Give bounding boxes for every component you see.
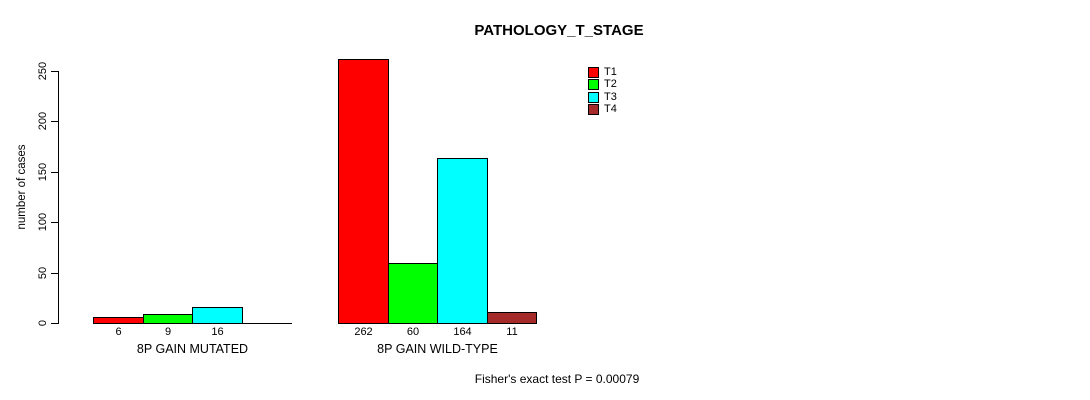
y-axis-tick (51, 172, 58, 173)
bar-T3 (192, 307, 243, 324)
legend-label: T3 (604, 90, 617, 103)
legend: T1 T2 T3 T4 (588, 66, 617, 116)
y-axis-tick (51, 273, 58, 274)
y-axis-tick (51, 121, 58, 122)
legend-item: T3 (588, 91, 617, 104)
bar-T2 (143, 314, 193, 324)
bar-value-label: 16 (211, 326, 224, 338)
y-axis-tick (51, 222, 58, 223)
bar-value-label: 11 (506, 326, 518, 338)
y-axis-tick-label: 150 (37, 162, 49, 182)
bar-T2 (388, 263, 438, 324)
y-axis-tick-label: 0 (37, 319, 49, 327)
bar-T3 (437, 158, 488, 324)
bar-value-label: 60 (406, 326, 420, 338)
y-axis-title: number of cases (16, 144, 28, 230)
y-axis-tick-label: 250 (37, 61, 49, 81)
x-category-label: 8P GAIN WILD-TYPE (377, 342, 498, 356)
x-category-label: 8P GAIN MUTATED (136, 342, 249, 356)
y-axis-line (58, 71, 59, 324)
bar-value-label: 6 (115, 326, 122, 338)
legend-label: T1 (604, 65, 617, 78)
bar-T4 (487, 312, 537, 324)
legend-label: T2 (604, 78, 617, 91)
stats-annotation: Fisher's exact test P = 0.00079 (474, 372, 640, 386)
legend-item: T4 (588, 104, 617, 117)
chart-title: PATHOLOGY_T_STAGE (474, 22, 644, 39)
y-axis-tick-label: 50 (37, 266, 49, 280)
legend-swatch-T3 (588, 91, 599, 103)
bar-T1 (338, 59, 389, 324)
legend-label: T4 (604, 103, 617, 116)
legend-item: T2 (588, 79, 617, 92)
bar-value-label: 164 (453, 326, 472, 338)
legend-item: T1 (588, 66, 617, 79)
y-axis-tick-label: 200 (37, 111, 49, 131)
legend-swatch-T1 (588, 66, 599, 78)
y-axis-tick-label: 100 (37, 212, 49, 232)
bar-value-label: 262 (354, 326, 373, 338)
bar-value-label: 9 (164, 326, 172, 338)
legend-swatch-T4 (588, 104, 599, 116)
bar-T1 (93, 317, 144, 324)
legend-swatch-T2 (588, 79, 599, 91)
y-axis-tick (51, 323, 58, 324)
y-axis-tick (51, 71, 58, 72)
